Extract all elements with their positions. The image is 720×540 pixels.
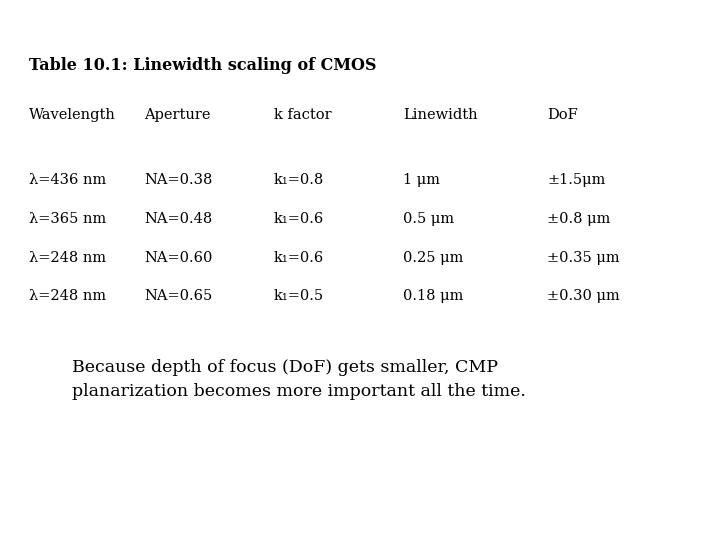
Text: k factor: k factor <box>274 108 331 122</box>
Text: k₁=0.8: k₁=0.8 <box>274 173 324 187</box>
Text: ±0.30 μm: ±0.30 μm <box>547 289 620 303</box>
Text: k₁=0.5: k₁=0.5 <box>274 289 324 303</box>
Text: λ=248 nm: λ=248 nm <box>29 289 106 303</box>
Text: ±1.5μm: ±1.5μm <box>547 173 606 187</box>
Text: Wavelength: Wavelength <box>29 108 116 122</box>
Text: λ=436 nm: λ=436 nm <box>29 173 106 187</box>
Text: NA=0.48: NA=0.48 <box>144 212 212 226</box>
Text: Table 10.1: Linewidth scaling of CMOS: Table 10.1: Linewidth scaling of CMOS <box>29 57 377 73</box>
Text: 0.18 μm: 0.18 μm <box>403 289 464 303</box>
Text: ±0.8 μm: ±0.8 μm <box>547 212 611 226</box>
Text: NA=0.60: NA=0.60 <box>144 251 212 265</box>
Text: DoF: DoF <box>547 108 578 122</box>
Text: Linewidth: Linewidth <box>403 108 478 122</box>
Text: k₁=0.6: k₁=0.6 <box>274 212 324 226</box>
Text: λ=365 nm: λ=365 nm <box>29 212 106 226</box>
Text: λ=248 nm: λ=248 nm <box>29 251 106 265</box>
Text: NA=0.38: NA=0.38 <box>144 173 212 187</box>
Text: 0.5 μm: 0.5 μm <box>403 212 454 226</box>
Text: 1 μm: 1 μm <box>403 173 440 187</box>
Text: ±0.35 μm: ±0.35 μm <box>547 251 620 265</box>
Text: 0.25 μm: 0.25 μm <box>403 251 464 265</box>
Text: Because depth of focus (DoF) gets smaller, CMP
planarization becomes more import: Because depth of focus (DoF) gets smalle… <box>72 359 526 400</box>
Text: Aperture: Aperture <box>144 108 210 122</box>
Text: k₁=0.6: k₁=0.6 <box>274 251 324 265</box>
Text: NA=0.65: NA=0.65 <box>144 289 212 303</box>
